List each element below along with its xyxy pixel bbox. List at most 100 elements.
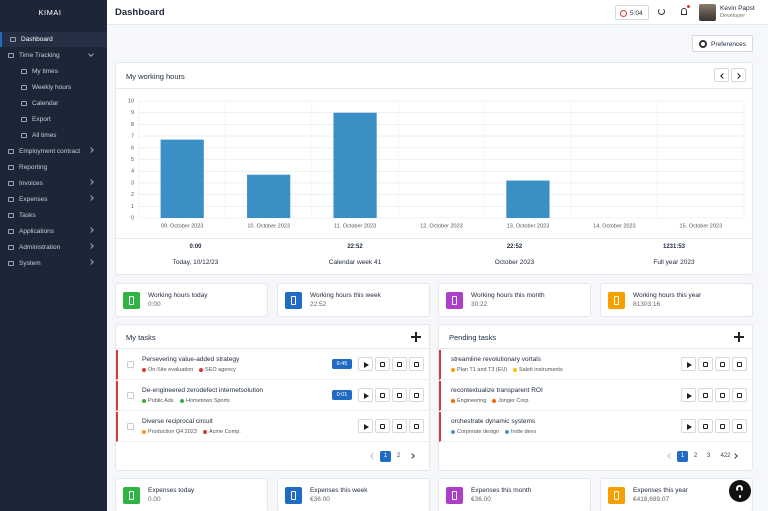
action-button[interactable] [681, 357, 696, 371]
chevron-icon [88, 51, 94, 57]
page-link[interactable]: 1 [677, 451, 688, 462]
nav-item[interactable]: Invoices [0, 176, 107, 191]
stat-card: Expenses this week €36.00 [277, 478, 430, 511]
task-checkbox[interactable] [127, 361, 134, 368]
page-link[interactable]: 1 [380, 451, 391, 462]
tag-label: Corporate design [457, 428, 500, 435]
task-row: streamline revolutionary vortals Plan T1 … [439, 350, 752, 380]
nav-item[interactable]: Expenses [0, 192, 107, 207]
action-glyph [397, 423, 402, 429]
refresh-icon[interactable] [658, 8, 665, 15]
task-name[interactable]: recontextualize transparent ROI [451, 387, 543, 394]
action-button[interactable] [681, 419, 696, 433]
help-dot [738, 495, 741, 498]
add-button[interactable] [410, 331, 422, 343]
action-button[interactable] [698, 388, 713, 402]
avatar[interactable] [699, 4, 716, 21]
play-icon [687, 361, 692, 368]
task-name[interactable]: streamline revolutionary vortals [451, 356, 541, 363]
nav-label: Reporting [19, 163, 48, 171]
action-button[interactable] [409, 357, 424, 371]
tag-label: Saleit instruments [519, 366, 563, 373]
y-tick-label: 8 [131, 122, 134, 128]
stat-card: Expenses this year €418,689.07 [600, 478, 753, 511]
summary-label: Full year 2023 [653, 259, 695, 266]
action-button[interactable] [732, 419, 747, 433]
nav-item[interactable]: Calendar [0, 96, 107, 111]
nav-item[interactable]: All times [0, 128, 107, 143]
nav-item[interactable]: Export [0, 112, 107, 127]
page-link[interactable]: 2 [693, 453, 698, 459]
timer-value: 5:04 [630, 9, 643, 17]
action-glyph [380, 423, 385, 429]
chevron-icon [88, 243, 94, 249]
nav-item[interactable]: Tasks [0, 208, 107, 223]
task-name[interactable]: Diverse reciprocal circuit [142, 418, 213, 425]
stat-value: 22:52 [310, 301, 327, 308]
page-link[interactable]: 422 [720, 453, 731, 459]
stat-card: Working hours this week 22:52 [277, 283, 430, 317]
task-name[interactable]: orchestrate dynamic systems [451, 418, 536, 425]
tag-label: Acme Comp. [209, 428, 241, 435]
bar [333, 112, 377, 218]
nav-item[interactable]: Weekly hours [0, 80, 107, 95]
nav-button[interactable] [731, 68, 746, 82]
action-glyph [703, 361, 708, 367]
action-glyph [397, 361, 402, 367]
nav-item[interactable]: Dashboard [0, 32, 107, 47]
action-button[interactable] [392, 388, 407, 402]
top-bar [107, 0, 768, 25]
action-button[interactable] [715, 357, 730, 371]
action-button[interactable] [732, 357, 747, 371]
help-button[interactable] [729, 480, 751, 502]
action-button[interactable] [358, 357, 373, 371]
tag-label: Jonger Corp. [498, 397, 530, 404]
bar [247, 174, 291, 218]
action-button[interactable] [358, 419, 373, 433]
task-checkbox[interactable] [127, 392, 134, 399]
action-button[interactable] [358, 388, 373, 402]
action-button[interactable] [698, 419, 713, 433]
action-button[interactable] [715, 388, 730, 402]
chevron-icon [735, 72, 741, 79]
sidebar: KIMAI Dashboard Time Tracking My times Weekl… [0, 0, 107, 511]
action-button[interactable] [715, 419, 730, 433]
add-button[interactable] [733, 331, 745, 343]
task-name[interactable]: Persevering value-added strategy [142, 356, 240, 363]
task-checkbox[interactable] [127, 423, 134, 430]
action-button[interactable] [392, 419, 407, 433]
nav-button[interactable] [714, 68, 729, 82]
task-row: recontextualize transparent ROI Engineeri… [439, 381, 752, 411]
y-tick-label: 9 [131, 110, 134, 116]
preferences-button[interactable]: Preferences [692, 35, 753, 52]
nav-item[interactable]: Time Tracking [0, 48, 107, 63]
stat-icon [285, 487, 302, 504]
nav-icon [8, 245, 14, 250]
nav-item[interactable]: System [0, 256, 107, 271]
action-button[interactable] [375, 419, 390, 433]
action-button[interactable] [698, 357, 713, 371]
nav-label: My times [32, 67, 58, 75]
action-button[interactable] [392, 357, 407, 371]
action-button[interactable] [375, 357, 390, 371]
tag-dot [142, 368, 146, 372]
action-button[interactable] [409, 388, 424, 402]
action-button[interactable] [681, 388, 696, 402]
nav-item[interactable]: Applications [0, 224, 107, 239]
nav-item[interactable]: Employment contract [0, 144, 107, 159]
nav-item[interactable]: My times [0, 64, 107, 79]
action-button[interactable] [732, 388, 747, 402]
nav-icon [8, 261, 14, 266]
nav-item[interactable]: Reporting [0, 160, 107, 175]
nav-icon [8, 53, 14, 58]
page-link[interactable]: 3 [706, 453, 711, 459]
task-name[interactable]: De-engineered zerodefect internetsolutio… [142, 387, 264, 394]
page-link[interactable]: 2 [396, 453, 401, 459]
action-button[interactable] [375, 388, 390, 402]
timer-button[interactable]: 5:04 [615, 5, 649, 20]
action-button[interactable] [409, 419, 424, 433]
bell-icon[interactable] [681, 8, 687, 15]
chevron-icon [88, 179, 94, 185]
nav-item[interactable]: Administration [0, 240, 107, 255]
x-tick-label: 10. October 2023 [247, 223, 290, 229]
